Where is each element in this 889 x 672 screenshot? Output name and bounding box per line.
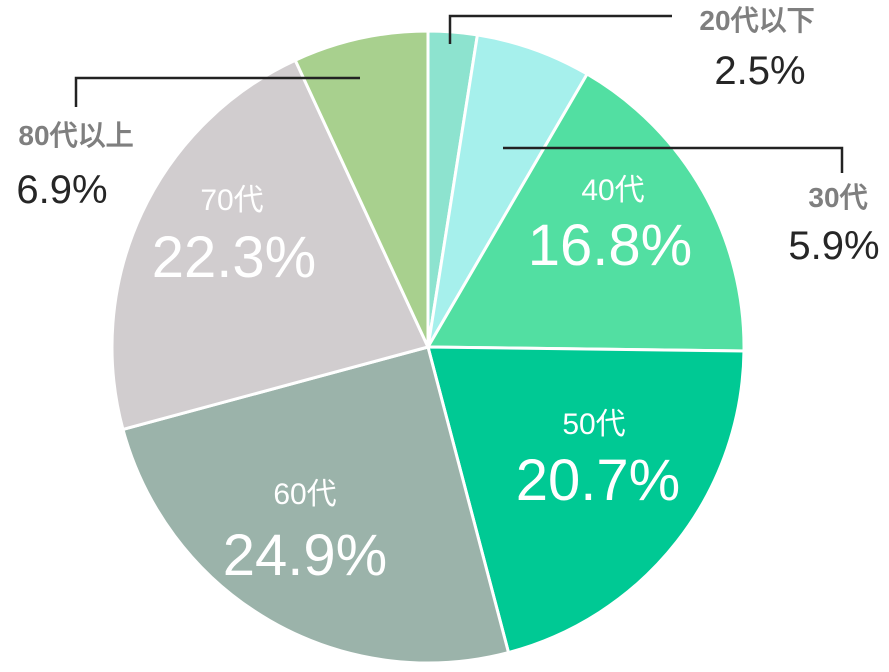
slice-label-60s: 60代 bbox=[273, 478, 336, 511]
slice-value-70s: 22.3% bbox=[152, 225, 316, 290]
slice-value-over-80s: 6.9% bbox=[16, 168, 107, 212]
slice-label-30s: 30代 bbox=[808, 182, 867, 213]
slice-value-under-20s: 2.5% bbox=[714, 49, 805, 93]
leader-line-30s bbox=[503, 146, 844, 173]
pie-slice-70s bbox=[110, 58, 431, 432]
slice-label-50s: 50代 bbox=[562, 408, 625, 441]
pie-slice-40s bbox=[425, 71, 746, 353]
pie-slice-50s bbox=[426, 345, 746, 655]
leader-line-over-80s bbox=[74, 76, 360, 107]
slice-label-over-80s: 80代以上 bbox=[18, 120, 133, 151]
slice-value-50s: 20.7% bbox=[516, 448, 680, 513]
slice-value-40s: 16.8% bbox=[528, 213, 692, 278]
slice-label-70s: 70代 bbox=[200, 184, 263, 217]
slice-value-60s: 24.9% bbox=[223, 523, 387, 588]
leader-line-under-20s bbox=[448, 14, 672, 44]
slice-label-40s: 40代 bbox=[581, 174, 644, 207]
pie-slice-60s bbox=[121, 345, 511, 665]
pie-slice-over-80s bbox=[293, 29, 430, 348]
slice-label-under-20s: 20代以下 bbox=[699, 5, 814, 36]
slice-value-30s: 5.9% bbox=[788, 224, 879, 268]
